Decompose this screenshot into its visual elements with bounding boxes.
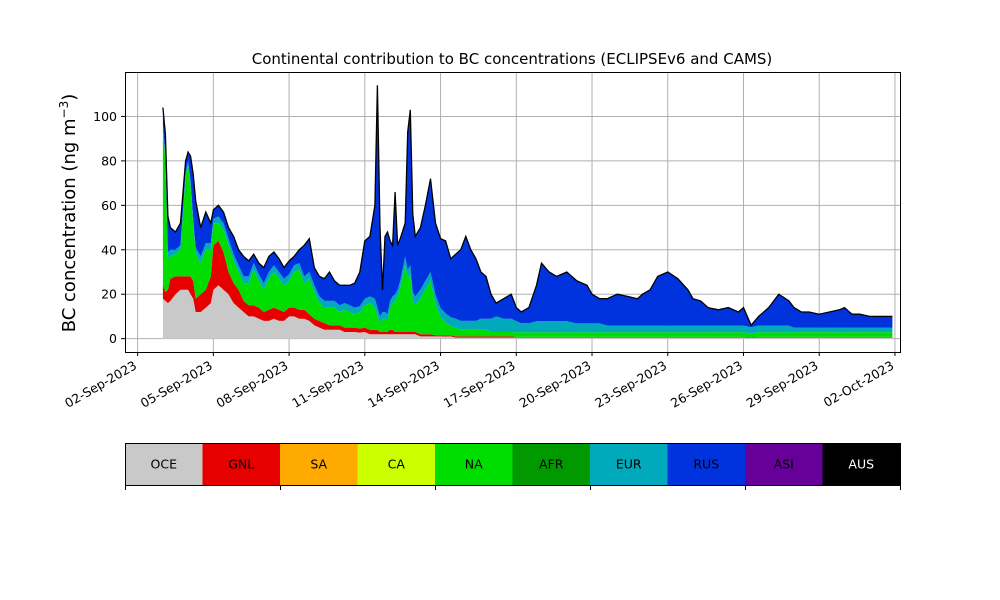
legend-swatch-asi (745, 443, 823, 485)
legend-swatch-aus (822, 443, 901, 485)
legend-swatch-rus (667, 443, 746, 485)
y-axis-label: BC concentration (ng m−3) (57, 94, 80, 333)
y-tick-label: 20 (101, 287, 117, 302)
y-tick-label: 40 (101, 242, 117, 257)
total-concentration-line (162, 85, 893, 327)
x-tick-label: 29-Sep-2023 (744, 358, 821, 411)
legend-swatch-gnl (202, 443, 281, 485)
legend-label-na: NA (465, 457, 483, 472)
x-tick-label: 02-Sep-2023 (62, 358, 139, 411)
y-axis-label-close: ) (59, 94, 80, 101)
legend-swatch-eur (590, 443, 668, 485)
legend-label-rus: RUS (693, 457, 719, 472)
legend-label-oce: OCE (151, 457, 178, 472)
plot-frame (125, 72, 901, 353)
x-tick-label: 20-Sep-2023 (516, 358, 593, 411)
chart-title: Continental contribution to BC concentra… (252, 50, 773, 68)
x-tick-label: 14-Sep-2023 (365, 358, 442, 411)
legend-swatch-ca (357, 443, 436, 485)
y-axis-label-exponent: −3 (57, 101, 71, 119)
legend-label-gnl: GNL (228, 457, 254, 472)
y-tick-label: 0 (109, 331, 117, 346)
x-tick-label: 08-Sep-2023 (214, 358, 291, 411)
legend-label-sa: SA (310, 457, 327, 472)
legend-swatch-na (435, 443, 513, 485)
x-tick-label: 26-Sep-2023 (668, 358, 745, 411)
legend-swatch-sa (280, 443, 358, 485)
legend-label-ca: CA (388, 457, 406, 472)
legend-label-asi: ASI (774, 457, 794, 472)
legend-swatch-oce (125, 443, 203, 485)
x-tick-label: 17-Sep-2023 (441, 358, 518, 411)
x-tick-label: 23-Sep-2023 (592, 358, 669, 411)
legend-label-eur: EUR (616, 457, 642, 472)
x-tick-label: 11-Sep-2023 (289, 358, 366, 411)
x-tick-label: 02-Oct-2023 (821, 358, 897, 410)
stacked-area-series (162, 85, 893, 339)
series-area-oce (162, 285, 893, 339)
y-tick-label: 100 (93, 109, 117, 124)
legend-colorbar: OCE GNL SA CA NA AFR EUR RUS ASI AUS (125, 443, 901, 490)
legend-swatch-afr (512, 443, 591, 485)
legend-label-afr: AFR (539, 457, 564, 472)
x-tick-label: 05-Sep-2023 (138, 358, 215, 411)
y-tick-label: 60 (101, 198, 117, 213)
legend-label-aus: AUS (848, 457, 874, 472)
y-tick-label: 80 (101, 153, 117, 168)
y-axis-label-main: BC concentration (ng m (59, 118, 80, 332)
legend-frame (125, 443, 901, 486)
